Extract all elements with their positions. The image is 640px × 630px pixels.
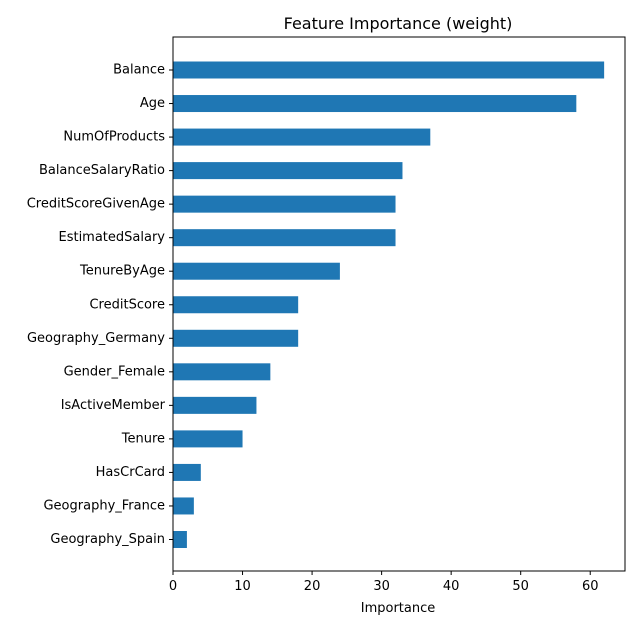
- y-tick-label-geography-germany: Geography_Germany: [27, 331, 165, 346]
- y-tick-label-geography-spain: Geography_Spain: [50, 532, 165, 547]
- bar-geography-spain: [173, 531, 187, 548]
- y-tick-label-isactivemember: IsActiveMember: [61, 398, 166, 413]
- bar-geography-germany: [173, 329, 299, 347]
- bars-group: [173, 61, 605, 548]
- chart-title: Feature Importance (weight): [284, 14, 513, 33]
- x-tick-label-60: 60: [582, 579, 599, 594]
- y-tick-label-creditscoregivenage: CreditScoreGivenAge: [27, 197, 165, 212]
- y-tick-label-tenurebyage: TenureByAge: [79, 264, 165, 279]
- y-tick-label-numofproducts: NumOfProducts: [63, 130, 165, 145]
- bar-creditscoregivenage: [173, 195, 396, 213]
- x-axis-ticks: 0 10 20 30 40 50 60: [169, 571, 599, 594]
- x-tick-label-0: 0: [169, 579, 177, 594]
- y-tick-label-balancesalaryratio: BalanceSalaryRatio: [39, 163, 165, 178]
- bar-creditscore: [173, 296, 299, 314]
- bar-gender-female: [173, 363, 271, 381]
- y-tick-label-gender-female: Gender_Female: [64, 364, 165, 379]
- bar-isactivemember: [173, 396, 257, 414]
- y-tick-label-creditscore: CreditScore: [89, 297, 165, 312]
- plot-frame: [172, 36, 626, 572]
- y-axis-ticks: Balance Age NumOfProducts BalanceSalaryRati…: [27, 63, 173, 547]
- bar-numofproducts: [173, 128, 431, 146]
- x-tick-label-30: 30: [373, 579, 390, 594]
- x-tick-label-10: 10: [234, 579, 251, 594]
- bar-balancesalaryratio: [173, 162, 403, 180]
- bar-age: [173, 95, 577, 113]
- y-tick-label-tenure: Tenure: [121, 431, 165, 446]
- y-tick-label-balance: Balance: [113, 63, 165, 78]
- bar-geography-france: [173, 497, 194, 515]
- y-tick-label-age: Age: [140, 96, 165, 111]
- bar-tenurebyage: [173, 262, 340, 280]
- x-tick-label-40: 40: [443, 579, 460, 594]
- bar-hascrcard: [173, 463, 201, 481]
- x-tick-label-50: 50: [512, 579, 529, 594]
- bar-estimatedsalary: [173, 229, 396, 247]
- bar-tenure: [173, 430, 243, 448]
- bar-balance: [173, 61, 605, 79]
- y-tick-label-estimatedsalary: EstimatedSalary: [58, 230, 165, 245]
- y-tick-label-geography-france: Geography_France: [43, 498, 165, 513]
- y-tick-label-hascrcard: HasCrCard: [96, 465, 165, 480]
- x-tick-label-20: 20: [304, 579, 321, 594]
- x-axis-label: Importance: [361, 601, 436, 616]
